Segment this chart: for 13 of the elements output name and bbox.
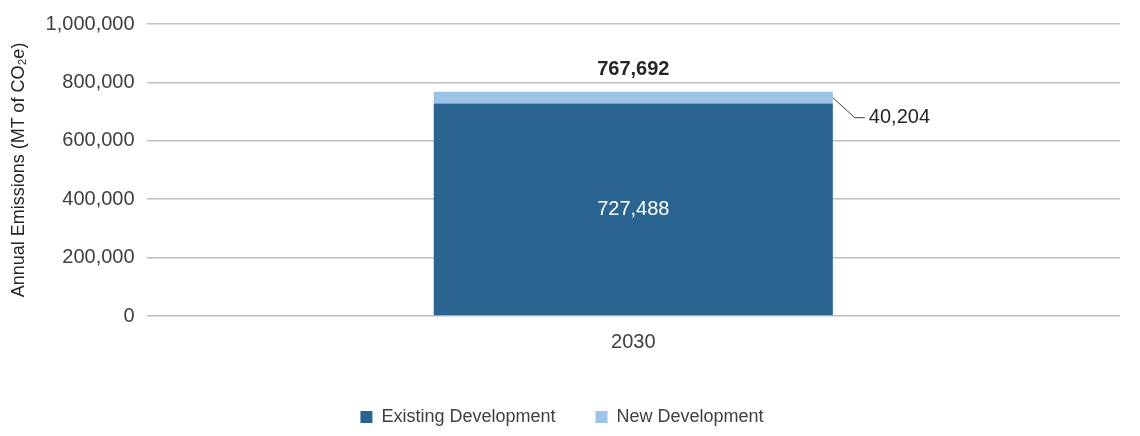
legend-label: New Development bbox=[616, 405, 764, 426]
x-tick-label: 2030 bbox=[611, 329, 656, 352]
total-label: 767,692 bbox=[597, 57, 670, 80]
y-tick-label: 200,000 bbox=[62, 245, 135, 268]
data-label: 40,204 bbox=[868, 105, 931, 128]
y-tick-label: 1,000,000 bbox=[45, 11, 135, 34]
data-label: 727,488 bbox=[597, 196, 670, 219]
y-axis-title: Annual Emissions (MT of CO₂e) bbox=[7, 42, 28, 298]
y-tick-label: 800,000 bbox=[62, 69, 135, 92]
legend-label: Existing Development bbox=[381, 405, 556, 426]
y-tick-label: 0 bbox=[123, 303, 135, 326]
y-tick-label: 600,000 bbox=[62, 128, 135, 151]
y-tick-label: 400,000 bbox=[62, 186, 135, 209]
